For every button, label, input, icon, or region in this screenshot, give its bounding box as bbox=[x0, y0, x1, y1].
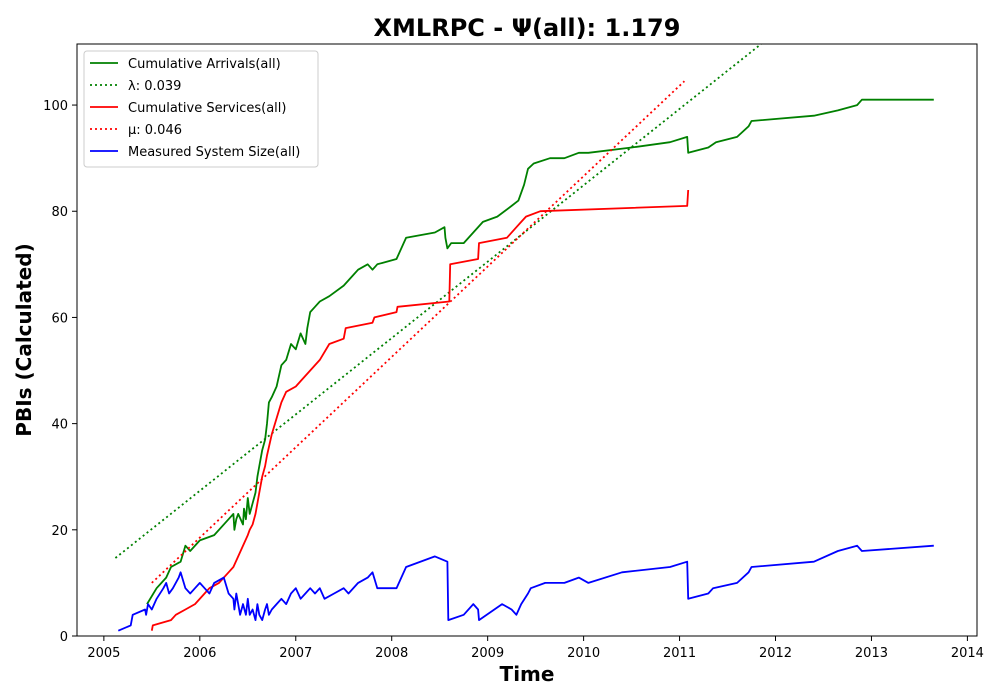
series-line-4 bbox=[117, 544, 934, 632]
x-tick-label: 2008 bbox=[375, 646, 408, 661]
x-tick-label: 2010 bbox=[567, 646, 600, 661]
legend: Cumulative Arrivals(all) λ: 0.039 Cumulati… bbox=[83, 50, 319, 168]
legend-label: Cumulative Arrivals(all) bbox=[128, 57, 281, 72]
y-tick-label: 60 bbox=[51, 311, 68, 326]
x-tick-label: 2009 bbox=[471, 646, 504, 661]
y-tick-label: 0 bbox=[60, 630, 68, 645]
x-axis: 2005 2006 2007 2008 2009 2010 2011 2012 2013 2014 bbox=[87, 636, 984, 661]
legend-label: Cumulative Services(all) bbox=[128, 101, 286, 116]
series-line-2 bbox=[150, 189, 690, 631]
chart-title: XMLRPC - Ψ(all): 1.179 bbox=[374, 14, 681, 42]
x-tick-label: 2012 bbox=[759, 646, 792, 661]
plot-frame bbox=[76, 43, 978, 637]
plot-area bbox=[114, 44, 934, 632]
x-tick-label: 2013 bbox=[855, 646, 888, 661]
series-line-0 bbox=[146, 98, 934, 605]
legend-label: μ: 0.046 bbox=[128, 123, 182, 138]
series-line-3 bbox=[151, 80, 686, 584]
y-tick-label: 40 bbox=[51, 418, 68, 433]
x-tick-label: 2005 bbox=[87, 646, 120, 661]
x-tick-label: 2011 bbox=[663, 646, 696, 661]
y-axis: 0 20 40 60 80 100 bbox=[43, 99, 77, 645]
y-axis-label: PBIs (Calculated) bbox=[12, 243, 36, 436]
y-tick-label: 80 bbox=[51, 205, 68, 220]
x-tick-label: 2007 bbox=[279, 646, 312, 661]
legend-label: λ: 0.039 bbox=[128, 79, 181, 94]
y-tick-label: 100 bbox=[43, 99, 68, 114]
x-axis-label: Time bbox=[500, 662, 555, 686]
x-tick-label: 2014 bbox=[951, 646, 984, 661]
y-tick-label: 20 bbox=[51, 524, 68, 539]
legend-label: Measured System Size(all) bbox=[128, 145, 300, 160]
legend-box bbox=[83, 50, 319, 168]
x-tick-label: 2006 bbox=[183, 646, 216, 661]
